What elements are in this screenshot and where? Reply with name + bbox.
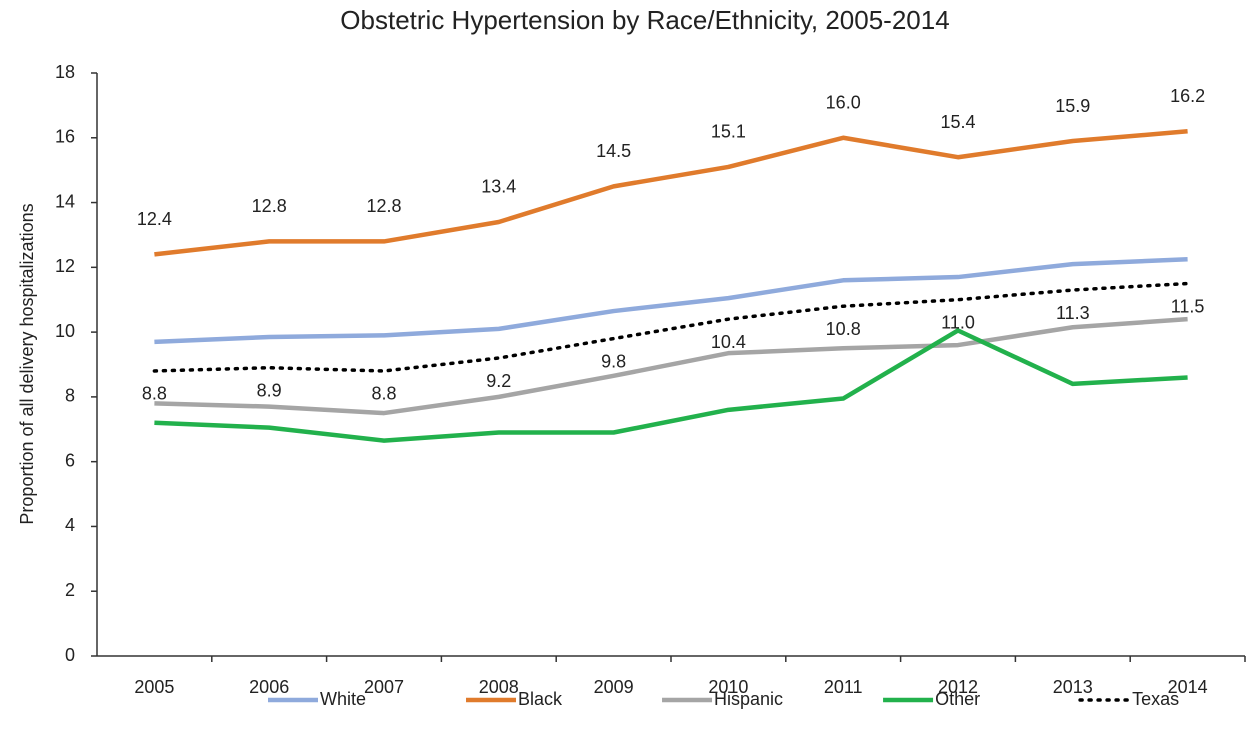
data-label: 16.0 (826, 93, 861, 113)
y-tick-label: 0 (65, 645, 75, 665)
y-tick-label: 6 (65, 450, 75, 470)
data-label: 16.2 (1170, 86, 1205, 106)
data-label: 15.1 (711, 122, 746, 142)
y-tick-label: 8 (65, 386, 75, 406)
legend-label: Other (935, 689, 980, 709)
y-tick-label: 10 (55, 321, 75, 341)
legend-label: White (320, 689, 366, 709)
data-label: 9.8 (601, 351, 626, 371)
legend-label: Texas (1132, 689, 1179, 709)
y-tick-label: 16 (55, 127, 75, 147)
data-label: 8.8 (371, 384, 396, 404)
chart-title: Obstetric Hypertension by Race/Ethnicity… (340, 5, 949, 35)
x-tick-label: 2011 (824, 677, 863, 697)
series-line (154, 328, 1188, 443)
y-tick-label: 4 (65, 515, 75, 535)
x-tick-label: 2006 (249, 677, 289, 697)
data-label: 8.9 (257, 380, 282, 400)
x-tick-label: 2010 (708, 677, 748, 697)
series-line (152, 281, 1190, 373)
data-label: 11.3 (1056, 303, 1090, 323)
data-label: 9.2 (486, 371, 511, 391)
series-line (154, 129, 1188, 257)
legend-label: Hispanic (714, 689, 783, 709)
x-tick-label: 2007 (364, 677, 404, 697)
series-line (154, 256, 1188, 345)
data-label: 10.8 (826, 319, 861, 339)
x-tick-label: 2009 (594, 677, 634, 697)
x-tick-label: 2013 (1053, 677, 1093, 697)
data-label: 14.5 (596, 141, 631, 161)
series-line (154, 316, 1188, 416)
data-label: 13.4 (481, 177, 516, 197)
y-tick-label: 18 (55, 62, 75, 82)
data-label: 12.8 (366, 196, 401, 216)
x-tick-label: 2012 (938, 677, 978, 697)
data-label: 11.0 (941, 312, 975, 332)
x-tick-label: 2014 (1168, 677, 1208, 697)
data-label: 12.4 (137, 209, 172, 229)
data-label: 12.8 (252, 196, 287, 216)
y-tick-label: 2 (65, 580, 75, 600)
data-label: 15.9 (1055, 96, 1090, 116)
y-tick-label: 14 (55, 191, 75, 211)
y-axis-label: Proportion of all delivery hospitalizati… (17, 203, 37, 524)
legend-label: Black (518, 689, 563, 709)
x-tick-label: 2008 (479, 677, 519, 697)
data-label: 11.5 (1171, 296, 1205, 316)
x-tick-label: 2005 (134, 677, 174, 697)
data-label: 8.8 (142, 384, 167, 404)
y-tick-label: 12 (55, 256, 75, 276)
data-label: 15.4 (940, 112, 975, 132)
data-label: 10.4 (711, 332, 746, 352)
